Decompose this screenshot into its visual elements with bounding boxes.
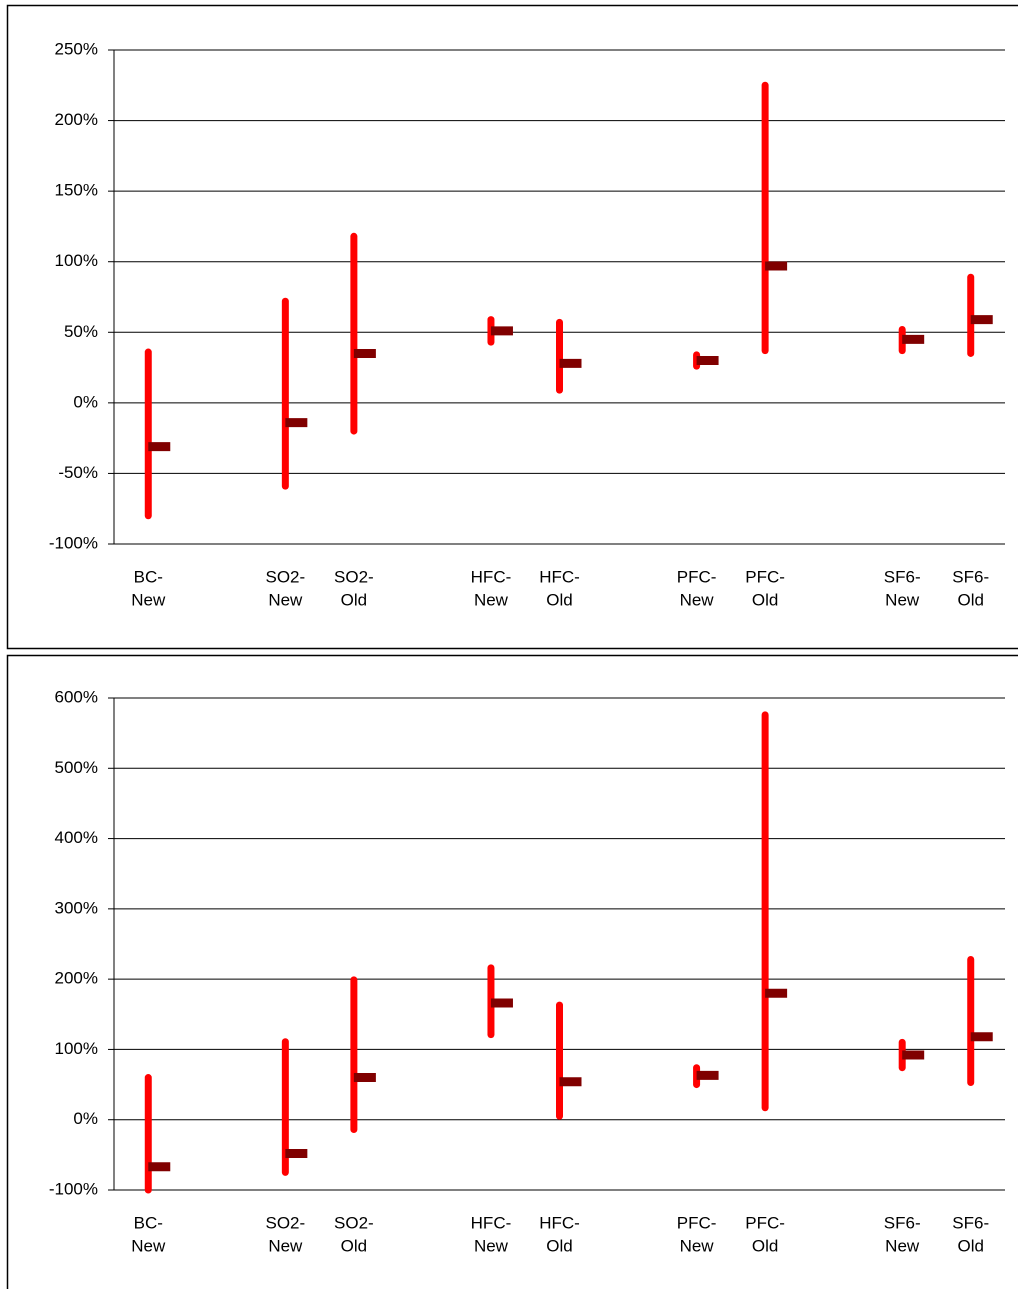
x-tick-label: New (680, 590, 715, 609)
y-tick-label: 600% (55, 687, 98, 706)
x-tick-label: New (474, 590, 509, 609)
x-tick-label: SO2- (334, 1213, 374, 1232)
x-tick-label: New (474, 1236, 509, 1255)
y-tick-label: 400% (55, 828, 98, 847)
x-tick-label: Old (957, 590, 983, 609)
y-tick-label: 300% (55, 898, 98, 917)
x-tick-label: SF6- (884, 567, 921, 586)
x-tick-label: New (680, 1236, 715, 1255)
x-tick-label: HFC- (539, 1213, 580, 1232)
y-tick-label: 100% (55, 1039, 98, 1058)
x-tick-label: New (885, 590, 920, 609)
x-tick-label: HFC- (539, 567, 580, 586)
y-tick-label: 200% (55, 110, 98, 129)
y-tick-label: 250% (55, 39, 98, 58)
x-tick-label: Old (341, 590, 367, 609)
x-tick-label: BC- (134, 567, 163, 586)
x-tick-label: New (268, 1236, 303, 1255)
x-tick-label: SF6- (952, 1213, 989, 1232)
y-tick-label: 50% (64, 322, 98, 341)
x-tick-label: PFC- (745, 567, 785, 586)
x-tick-label: SF6- (884, 1213, 921, 1232)
x-tick-label: New (885, 1236, 920, 1255)
y-tick-label: 150% (55, 181, 98, 200)
y-tick-label: 0% (73, 392, 98, 411)
x-tick-label: PFC- (745, 1213, 785, 1232)
x-tick-label: Old (341, 1236, 367, 1255)
x-tick-label: Old (546, 1236, 572, 1255)
x-tick-label: SF6- (952, 567, 989, 586)
x-tick-label: SO2- (334, 567, 374, 586)
y-tick-label: 0% (73, 1109, 98, 1128)
y-tick-label: 200% (55, 969, 98, 988)
x-tick-label: New (131, 1236, 166, 1255)
x-tick-label: HFC- (471, 567, 512, 586)
x-tick-label: HFC- (471, 1213, 512, 1232)
x-tick-label: PFC- (677, 567, 717, 586)
x-tick-label: SO2- (266, 567, 306, 586)
x-tick-label: Old (752, 1236, 778, 1255)
y-tick-label: -100% (49, 533, 98, 552)
panel-frame (6, 4, 1018, 650)
panel-frame (6, 654, 1018, 1289)
y-tick-label: 100% (55, 251, 98, 270)
x-tick-label: Old (957, 1236, 983, 1255)
y-tick-label: 500% (55, 758, 98, 777)
y-tick-label: -50% (58, 463, 98, 482)
x-tick-label: Old (752, 590, 778, 609)
x-tick-label: New (131, 590, 166, 609)
y-tick-label: -100% (49, 1179, 98, 1198)
x-tick-label: BC- (134, 1213, 163, 1232)
x-tick-label: Old (546, 590, 572, 609)
x-tick-label: SO2- (266, 1213, 306, 1232)
x-tick-label: PFC- (677, 1213, 717, 1232)
x-tick-label: New (268, 590, 303, 609)
